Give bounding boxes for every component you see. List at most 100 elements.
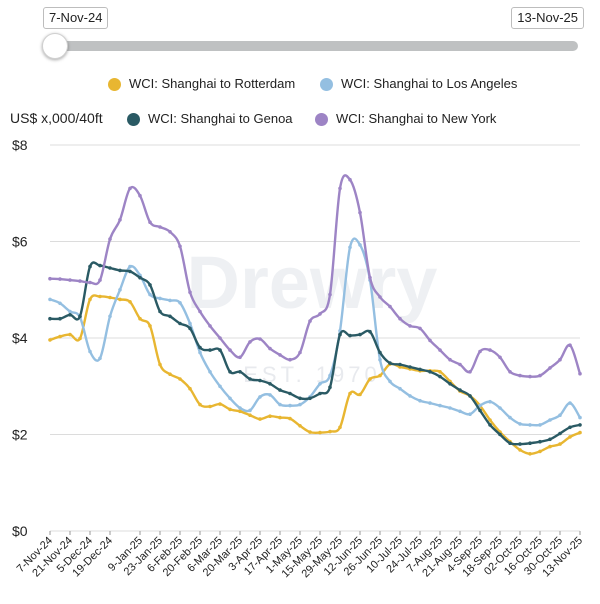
data-point: [188, 386, 192, 391]
data-point: [278, 388, 282, 392]
data-point: [138, 193, 142, 198]
data-point: [478, 349, 482, 354]
data-point: [268, 393, 272, 397]
data-point: [178, 377, 182, 381]
data-point: [118, 297, 122, 302]
data-point: [138, 316, 142, 321]
data-point: [428, 401, 432, 405]
data-point: [368, 377, 372, 381]
data-point: [198, 350, 202, 355]
data-point: [278, 353, 282, 357]
data-point: [568, 425, 572, 430]
data-point: [568, 435, 572, 439]
data-point: [398, 316, 402, 321]
data-point: [98, 278, 102, 282]
data-point: [228, 407, 232, 412]
drewry-watermark: Drewry EST. 1970: [187, 241, 438, 387]
data-point: [68, 278, 72, 282]
data-point: [348, 391, 352, 396]
data-point: [168, 372, 172, 377]
data-point: [328, 385, 332, 390]
data-point: [468, 370, 472, 374]
data-point: [148, 283, 152, 287]
range-start-label: 7-Nov-24: [43, 7, 109, 29]
data-point: [338, 425, 342, 430]
data-point: [268, 382, 272, 386]
data-point: [108, 237, 112, 241]
data-point: [168, 314, 172, 319]
data-point: [258, 378, 262, 383]
data-point: [398, 362, 402, 367]
legend-item-new-york[interactable]: WCI: Shanghai to New York: [315, 111, 496, 127]
data-point: [418, 398, 422, 403]
data-point: [98, 263, 102, 268]
data-point: [168, 298, 172, 303]
data-point: [538, 449, 542, 454]
data-point: [358, 243, 362, 247]
data-point: [158, 362, 162, 367]
data-point: [558, 442, 562, 446]
data-point: [128, 264, 132, 269]
data-point: [288, 416, 292, 421]
data-point: [148, 324, 152, 328]
data-point: [548, 418, 552, 422]
data-point: [248, 340, 252, 344]
y-tick-label: $8: [12, 137, 28, 153]
data-point: [298, 350, 302, 355]
data-point: [318, 430, 322, 435]
gridlines: [50, 144, 580, 532]
data-point: [408, 365, 412, 369]
data-point: [118, 268, 122, 273]
data-point: [48, 297, 52, 302]
data-point: [278, 402, 282, 407]
series-points: [48, 263, 582, 446]
range-end-label: 13-Nov-25: [511, 7, 584, 29]
data-point: [288, 357, 292, 362]
data-point: [578, 423, 582, 427]
data-point: [318, 382, 322, 386]
data-point: [178, 321, 182, 326]
data-point: [438, 374, 442, 379]
data-point: [88, 297, 92, 302]
data-point: [88, 264, 92, 269]
data-point: [238, 370, 242, 374]
data-point: [298, 402, 302, 407]
y-tick-label: $2: [12, 427, 28, 443]
legend-label-los-angeles: WCI: Shanghai to Los Angeles: [341, 76, 518, 91]
date-range-slider-handle[interactable]: [42, 33, 68, 59]
data-point: [188, 290, 192, 295]
data-point: [398, 365, 402, 369]
data-point: [548, 437, 552, 442]
watermark-subtext: EST. 1970: [243, 362, 381, 387]
data-point: [78, 279, 82, 283]
data-point: [518, 448, 522, 452]
data-point: [128, 269, 132, 274]
legend-item-genoa[interactable]: WCI: Shanghai to Genoa: [127, 111, 293, 127]
legend-item-rotterdam[interactable]: WCI: Shanghai to Rotterdam: [108, 76, 295, 92]
data-point: [408, 324, 412, 328]
date-range-slider-track[interactable]: [52, 41, 578, 51]
y-tick-label: $0: [12, 523, 28, 539]
data-point: [548, 366, 552, 370]
data-point: [278, 415, 282, 420]
data-point: [98, 356, 102, 361]
data-point: [128, 186, 132, 191]
data-point: [218, 402, 222, 406]
data-point: [578, 430, 582, 435]
data-point: [268, 414, 272, 419]
data-point: [438, 370, 442, 374]
y-tick-label: $4: [12, 330, 28, 346]
data-point: [328, 373, 332, 378]
data-point: [58, 334, 62, 339]
data-point: [528, 423, 532, 427]
data-point: [228, 370, 232, 374]
data-point: [98, 294, 102, 299]
data-point: [128, 300, 132, 304]
data-point: [378, 350, 382, 355]
data-point: [88, 349, 92, 354]
data-point: [308, 319, 312, 323]
legend-item-los-angeles[interactable]: WCI: Shanghai to Los Angeles: [320, 76, 517, 92]
data-point: [538, 373, 542, 378]
data-point: [88, 280, 92, 285]
